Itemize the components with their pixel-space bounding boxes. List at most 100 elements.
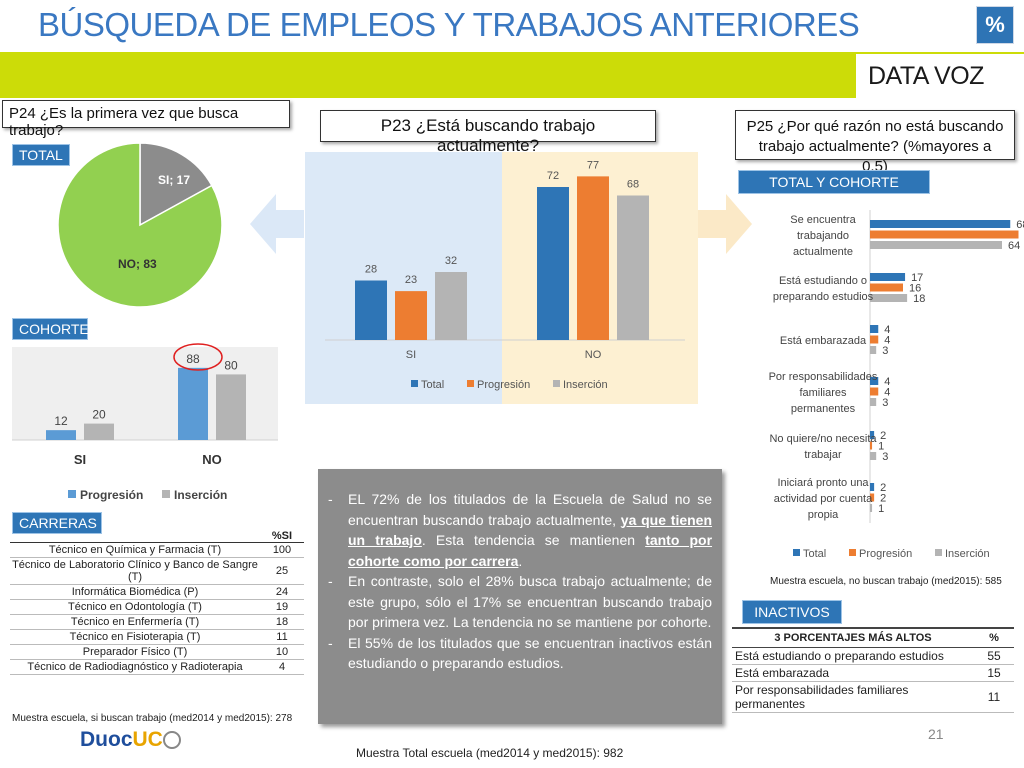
- careers-sample: Muestra escuela, si buscan trabajo (med2…: [12, 713, 293, 724]
- highlight-circle: [173, 343, 223, 371]
- table-row: Técnico en Química y Farmacia (T) 100: [10, 542, 304, 558]
- page-title: BÚSQUEDA DE EMPLEOS Y TRABAJOS ANTERIORE…: [38, 6, 860, 43]
- emphasis-work: ya que tienen un trabajo: [348, 511, 713, 549]
- table-row: Está estudiando o preparando estudios 55: [732, 647, 1014, 665]
- p25-category-label: trabajar: [804, 449, 842, 461]
- p25-bar-4-2: [870, 452, 877, 460]
- p25-category-label: No quiere/no necesita: [769, 433, 877, 445]
- summary-box: EL 72% de los titulados de la Escuela de…: [318, 469, 722, 724]
- left-arrow-icon: [250, 194, 304, 254]
- p25-bar-4-1: [870, 441, 873, 450]
- datavoz-logo: DATA VOZ: [868, 62, 984, 90]
- right-arrow-icon: [698, 194, 752, 254]
- p25-legend-label: Progresión: [859, 548, 912, 560]
- p24-pie-chart: SI; 17 NO; 83: [57, 142, 223, 308]
- p25-category-label: Está embarazada: [780, 335, 867, 347]
- p23-question: P23 ¿Está buscando trabajo actualmente?: [320, 110, 656, 155]
- p23-value: 77: [587, 159, 599, 171]
- careers-table: %SI Técnico en Química y Farmacia (T) 100…: [10, 530, 304, 675]
- table-row: Técnico de Laboratorio Clínico y Banco d…: [10, 557, 304, 585]
- p25-value: 4: [884, 387, 890, 399]
- p25-bar-2-0: [870, 325, 879, 333]
- p25-value: 2: [880, 493, 886, 505]
- legend-insercion: Inserción: [174, 488, 227, 502]
- p25-bar-0-1: [870, 230, 1019, 239]
- legend-swatch-insercion: [162, 490, 170, 498]
- cohorte-tag: COHORTE: [12, 318, 89, 340]
- p25-legend-swatch: [793, 549, 800, 556]
- table-row: Técnico en Odontología (T) 19: [10, 599, 304, 615]
- duocuc-seal-icon: [163, 731, 181, 749]
- summary-bullet-3: El 55% de los titulados que se encuentra…: [328, 633, 712, 674]
- p25-bar-1-2: [870, 294, 908, 302]
- p23-legend-swatch: [467, 380, 474, 387]
- table-row: Informática Biomédica (P) 24: [10, 584, 304, 600]
- p25-value: 3: [882, 397, 888, 409]
- inactivo-value: 55: [974, 647, 1014, 665]
- p23-bar-si-0: [355, 280, 387, 340]
- p25-bar-5-1: [870, 493, 875, 502]
- career-value: 11: [260, 629, 304, 645]
- p25-value: 64: [1008, 240, 1020, 252]
- p23-legend-swatch: [553, 380, 560, 387]
- p25-category-label: trabajando: [797, 230, 849, 242]
- summary-bullet-1: EL 72% de los titulados de la Escuela de…: [328, 489, 712, 571]
- p23-si-bg: [305, 152, 502, 404]
- inactivo-name: Por responsabilidades familiares permane…: [732, 681, 974, 713]
- p25-bar-5-2: [870, 504, 873, 512]
- p25-bar-0-2: [870, 241, 1002, 249]
- p25-value: 1: [878, 441, 884, 453]
- career-value: 4: [260, 659, 304, 675]
- p25-value: 68: [1016, 219, 1024, 231]
- inactivos-header: 3 PORCENTAJES MÁS ALTOS: [732, 627, 974, 648]
- p23-value: 68: [627, 179, 639, 191]
- p25-legend-swatch: [935, 549, 942, 556]
- p23-bar-no-2: [617, 195, 649, 340]
- careers-header-si: %SI: [260, 530, 304, 543]
- inactivos-pct-header: %: [974, 627, 1014, 648]
- p25-category-label: propia: [808, 509, 839, 521]
- p25-value: 2: [880, 430, 886, 442]
- cohorte-value: 80: [224, 358, 238, 372]
- p25-category-label: Iniciará pronto una: [777, 477, 869, 489]
- p25-value: 4: [884, 324, 890, 336]
- p25-bar-1-0: [870, 273, 906, 281]
- p23-bar-no-1: [577, 176, 609, 340]
- cohorte-bar-si-1: [84, 423, 114, 440]
- career-value: 100: [260, 542, 304, 558]
- p23-bar-si-2: [435, 272, 467, 340]
- cohorte-chart: 12 20 SI 88 80 NO Progresión Inserción: [12, 343, 278, 502]
- p23-chart: 28 23 32 SI 72 77 68 NO Total Progresión Inserción: [325, 159, 685, 391]
- total-cohorte-tag: TOTAL Y COHORTE: [738, 170, 930, 194]
- career-name: Técnico en Fisioterapia (T): [10, 629, 260, 645]
- career-value: 25: [260, 557, 304, 585]
- career-name: Preparador Físico (T): [10, 644, 260, 660]
- inactivo-value: 15: [974, 664, 1014, 682]
- emphasis-cohort: tanto por cohorte como por carrera: [348, 532, 713, 569]
- cohorte-bar-no-1: [216, 374, 246, 440]
- p25-legend-swatch: [849, 549, 856, 556]
- p23-category: NO: [585, 349, 602, 361]
- p25-category-label: actualmente: [793, 246, 853, 258]
- p25-legend-label: Inserción: [945, 548, 990, 560]
- p25-bar-2-1: [870, 335, 879, 344]
- legend-swatch-progresion: [68, 490, 76, 498]
- p25-bar-2-2: [870, 346, 877, 354]
- duocuc-logo: DuocUC: [80, 728, 163, 751]
- inactivo-name: Está embarazada: [732, 664, 974, 682]
- p25-value: 3: [882, 345, 888, 357]
- cohorte-value: 88: [186, 352, 200, 366]
- pie-label-no: NO; 83: [118, 257, 157, 271]
- table-row: Técnico en Fisioterapia (T) 11: [10, 629, 304, 645]
- header-band: [0, 52, 1024, 98]
- table-row: Técnico en Enfermería (T) 18: [10, 614, 304, 630]
- cohorte-bar-si-0: [46, 430, 76, 440]
- table-row: Por responsabilidades familiares permane…: [732, 681, 1014, 713]
- table-row: Preparador Físico (T) 10: [10, 644, 304, 660]
- p25-bar-1-1: [870, 283, 903, 292]
- cohorte-value: 12: [54, 414, 68, 428]
- p25-bar-5-0: [870, 483, 875, 491]
- career-name: Técnico en Enfermería (T): [10, 614, 260, 630]
- career-value: 18: [260, 614, 304, 630]
- p25-bar-0-0: [870, 220, 1011, 228]
